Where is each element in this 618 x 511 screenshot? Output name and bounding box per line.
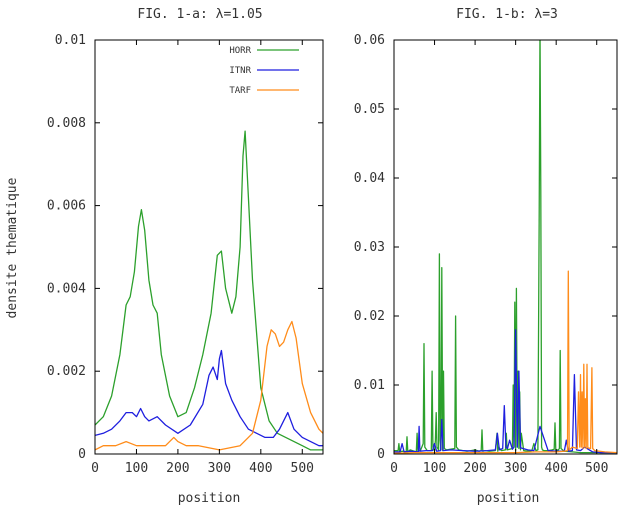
- legend-label: TARF: [229, 86, 251, 96]
- y-tick-label: 0.01: [354, 378, 385, 393]
- x-tick-label: 500: [291, 461, 314, 476]
- y-tick-label: 0.06: [354, 33, 385, 48]
- plot-area: 0 100 200 300 400 500 0 0.002 0.004 0.006 0.008 0.0…: [47, 33, 324, 476]
- y-tick-label: 0.002: [47, 364, 86, 379]
- y-tick-label: 0.02: [354, 309, 385, 324]
- x-tick-label: 300: [504, 461, 527, 476]
- x-tick-label: 0: [91, 461, 99, 476]
- x-tick-label: 100: [423, 461, 446, 476]
- series-line-horr: [394, 40, 617, 454]
- x-tick-label: 100: [125, 461, 148, 476]
- x-tick-label: 200: [166, 461, 189, 476]
- y-tick-label: 0: [78, 447, 86, 462]
- y-tick-label: 0: [377, 447, 385, 462]
- y-tick-label: 0.05: [354, 102, 385, 117]
- chart-panel-a: FIG. 1-a: λ=1.05 densite thematique posi…: [5, 7, 324, 506]
- x-tick-label: 400: [249, 461, 272, 476]
- x-axis-label: position: [477, 491, 540, 506]
- chart-title: FIG. 1-a: λ=1.05: [137, 7, 262, 22]
- series-line-itnr: [394, 329, 617, 454]
- series-line-horr: [95, 130, 323, 451]
- y-tick-label: 0.03: [354, 240, 385, 255]
- y-axis-label: densite thematique: [5, 177, 20, 318]
- y-tick-label: 0.04: [354, 171, 385, 186]
- y-tick-label: 0.004: [47, 281, 86, 296]
- x-axis-label: position: [178, 491, 241, 506]
- y-tick-label: 0.01: [55, 33, 86, 48]
- y-tick-label: 0.006: [47, 199, 86, 214]
- plot-area: 0 100 200 300 400 500 0 0.01 0.02 0.03 0.04 0.05 0.0…: [354, 33, 618, 476]
- legend: HORR ITNR TARF: [229, 46, 299, 96]
- x-tick-label: 300: [208, 461, 231, 476]
- plot-frame: [94, 39, 324, 455]
- chart-title: FIG. 1-b: λ=3: [456, 7, 558, 22]
- series-group: [394, 40, 617, 454]
- chart-panel-b: FIG. 1-b: λ=3 position 0 100 200 300 400 5000…: [354, 7, 618, 506]
- series-group: [95, 130, 323, 451]
- y-tick-label: 0.008: [47, 116, 86, 131]
- series-line-itnr: [95, 349, 323, 447]
- x-tick-label: 400: [544, 461, 567, 476]
- legend-label: HORR: [229, 46, 251, 56]
- x-tick-label: 500: [585, 461, 608, 476]
- series-line-tarf: [95, 320, 323, 451]
- x-tick-label: 0: [390, 461, 398, 476]
- legend-label: ITNR: [229, 66, 251, 76]
- series-line-tarf: [394, 270, 617, 454]
- x-tick-label: 200: [463, 461, 486, 476]
